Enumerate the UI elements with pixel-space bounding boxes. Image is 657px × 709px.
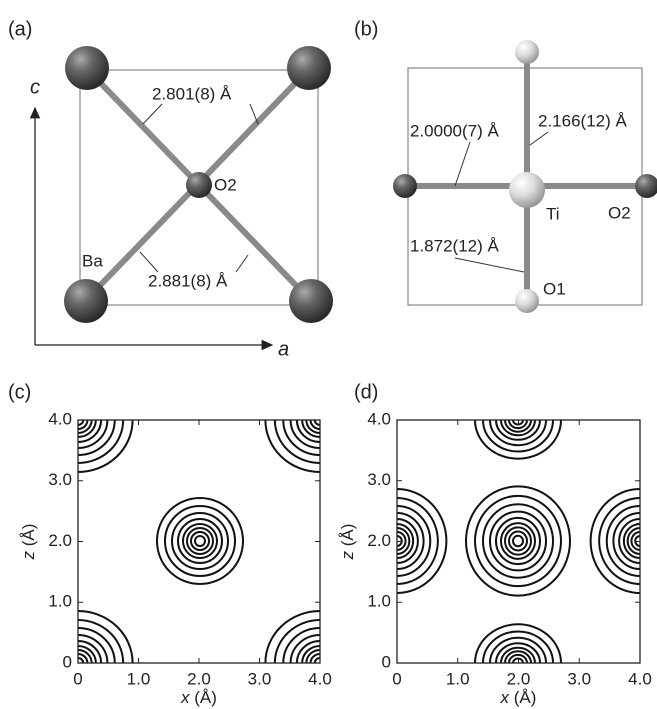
atom-label: Ba (82, 251, 103, 270)
x-tick-label: 3.0 (248, 669, 272, 688)
y-tick-label: 4.0 (367, 409, 391, 428)
panel-label: (c) (8, 381, 31, 403)
y-tick-label: 0 (382, 652, 391, 671)
contour (172, 513, 228, 569)
atom-label: O2 (214, 175, 237, 194)
axis-unit: (Å) (509, 688, 536, 707)
plot-frame (78, 420, 320, 663)
bond-length: 2.0000(7) Å (410, 121, 499, 140)
leader (140, 252, 158, 272)
contour (475, 496, 561, 586)
panel-label: (b) (354, 18, 378, 40)
y-tick-label: 3.0 (48, 470, 72, 489)
panel-a: (a) c a 2.801(8) Å 2.881(8) Å Ba O2 (8, 18, 333, 360)
atom (289, 279, 333, 323)
bond-length: 2.801(8) Å (152, 84, 232, 103)
axis-var: x (500, 688, 510, 707)
y-tick-label: 3.0 (367, 470, 391, 489)
contour (483, 504, 553, 578)
contour (490, 512, 546, 571)
x-axis-label: x (Å) (500, 688, 537, 707)
panel-b: (b) 2.0000(7) Å 2.166(12) Å 1.872(12) Å … (354, 18, 657, 313)
atom (515, 289, 539, 313)
y-tick-label: 2.0 (48, 531, 72, 550)
x-tick-label: 0 (392, 669, 401, 688)
bond-length: 1.872(12) Å (410, 236, 499, 255)
atom (393, 174, 417, 198)
contour (195, 536, 205, 546)
y-tick-label: 2.0 (367, 531, 391, 550)
contour (466, 486, 570, 595)
contour (513, 536, 523, 547)
y-tick-label: 1.0 (48, 592, 72, 611)
x-tick-label: 4.0 (628, 669, 652, 688)
axis-var: z (338, 550, 357, 560)
axis-var: z (19, 550, 38, 560)
atom (515, 40, 539, 64)
atom-label: Ti (546, 204, 560, 223)
leader (455, 258, 524, 272)
y-tick-label: 4.0 (48, 409, 72, 428)
axis-var: x (180, 688, 190, 707)
atom (65, 46, 109, 90)
leader (236, 255, 248, 272)
contour (191, 532, 209, 550)
contours (348, 381, 657, 701)
figure: (a) c a 2.801(8) Å 2.881(8) Å Ba O2 (b) … (0, 0, 657, 709)
leader (455, 142, 470, 186)
x-axis-label: x (Å) (180, 688, 217, 707)
atom (635, 174, 657, 198)
contour (157, 498, 243, 584)
y-tick-label: 1.0 (367, 592, 391, 611)
x-tick-label: 4.0 (308, 669, 332, 688)
axis-unit: (Å) (19, 524, 38, 551)
y-axis-label: z (Å) (19, 524, 38, 561)
y-tick-label: 0 (63, 652, 72, 671)
atom-label: O2 (608, 203, 631, 222)
contours (23, 368, 374, 709)
atom (509, 172, 545, 208)
panel-label: (a) (8, 18, 32, 40)
bond-length: 2.166(12) Å (538, 111, 627, 130)
x-tick-label: 1.0 (446, 669, 470, 688)
bond-length: 2.881(8) Å (148, 271, 228, 290)
y-axis-label: z (Å) (338, 524, 357, 561)
contour (496, 518, 540, 564)
x-tick-label: 2.0 (187, 669, 211, 688)
x-tick-label: 2.0 (507, 669, 531, 688)
contour (501, 523, 535, 559)
axis-unit: (Å) (338, 524, 357, 551)
leader (250, 104, 258, 124)
leader (143, 104, 162, 124)
contour (165, 506, 235, 576)
atom (64, 279, 108, 323)
atom-label: O1 (543, 279, 566, 298)
leader (530, 132, 548, 145)
panel-label: (d) (354, 381, 378, 403)
axis-unit: (Å) (190, 688, 217, 707)
axis-label: a (278, 338, 289, 360)
contour (509, 532, 527, 551)
plot-frame (397, 420, 640, 663)
atom (287, 46, 331, 90)
x-tick-label: 3.0 (567, 669, 591, 688)
axis-label: c (30, 76, 40, 98)
x-tick-label: 1.0 (127, 669, 151, 688)
contour (178, 519, 222, 563)
atom (186, 172, 212, 198)
x-tick-label: 0 (73, 669, 82, 688)
contour (183, 524, 217, 558)
